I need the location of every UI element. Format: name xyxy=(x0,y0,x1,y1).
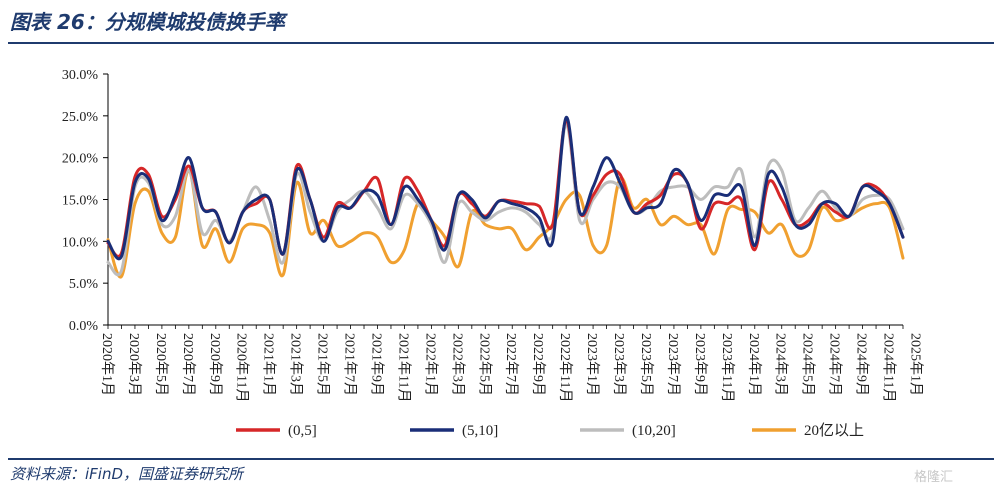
y-tick-label: 10.0% xyxy=(62,235,99,250)
x-axis-ticks: 2020年1月 2020年3月 2020年5月 2020年7月 2020年9月 2020年… xyxy=(99,325,923,402)
legend-label: (5,10] xyxy=(462,423,498,439)
y-tick-label: 0.0% xyxy=(69,319,99,334)
x-tick-label: 2022年9月 xyxy=(530,333,546,396)
legend-label: (0,5] xyxy=(288,423,317,439)
x-tick-label: 2023年3月 xyxy=(611,333,627,396)
x-tick-label: 2023年5月 xyxy=(638,333,654,396)
y-tick-label: 25.0% xyxy=(62,110,99,125)
x-tick-label: 2022年7月 xyxy=(503,333,519,396)
x-tick-label: 2025年1月 xyxy=(907,333,923,396)
x-tick-label: 2020年5月 xyxy=(153,333,169,396)
x-tick-label: 2020年3月 xyxy=(126,333,142,396)
figure-title: 图表 26：分规模城投债换手率 xyxy=(10,10,285,34)
x-tick-label: 2021年7月 xyxy=(342,333,358,396)
series-lines xyxy=(106,115,905,279)
legend-label: 20亿以上 xyxy=(804,422,864,439)
x-tick-label: 2020年9月 xyxy=(207,333,223,396)
x-tick-label: 2023年11月 xyxy=(719,333,735,402)
y-tick-label: 20.0% xyxy=(62,152,99,167)
x-tick-label: 2022年1月 xyxy=(422,333,438,396)
y-axis-ticks: 0.0% 5.0% 10.0% 15.0% 20.0% 25.0% 30.0% xyxy=(62,68,108,334)
series-line-3 xyxy=(106,168,905,279)
x-tick-label: 2022年11月 xyxy=(557,333,573,402)
turnover-line-chart: 0.0% 5.0% 10.0% 15.0% 20.0% 25.0% 30.0% 2020年1… xyxy=(62,68,924,439)
x-tick-label: 2024年5月 xyxy=(800,333,816,396)
x-tick-label: 2021年1月 xyxy=(261,333,277,396)
series-line-1 xyxy=(106,115,905,261)
x-tick-label: 2020年11月 xyxy=(234,333,250,402)
x-tick-label: 2021年9月 xyxy=(368,333,384,396)
x-tick-label: 2022年3月 xyxy=(449,333,465,396)
x-tick-label: 2024年1月 xyxy=(746,333,762,396)
y-tick-label: 15.0% xyxy=(62,194,99,209)
x-tick-label: 2023年7月 xyxy=(665,333,681,396)
title-divider xyxy=(8,42,994,44)
x-tick-label: 2020年1月 xyxy=(99,333,115,396)
x-tick-label: 2021年3月 xyxy=(288,333,304,396)
watermark-logo: 格隆汇 xyxy=(914,470,954,485)
title-bar: 图表 26：分规模城投债换手率 xyxy=(0,0,1002,44)
x-tick-label: 2021年5月 xyxy=(315,333,331,396)
x-tick-label: 2023年9月 xyxy=(692,333,708,396)
source-note: 资料来源：iFinD，国盛证券研究所 xyxy=(10,465,244,483)
x-tick-label: 2024年3月 xyxy=(773,333,789,396)
x-tick-label: 2024年9月 xyxy=(854,333,870,396)
y-tick-label: 30.0% xyxy=(62,68,99,83)
legend: (0,5] (5,10] (10,20] 20亿以上 xyxy=(236,422,864,439)
x-tick-label: 2022年5月 xyxy=(476,333,492,396)
footer-divider xyxy=(8,458,994,460)
y-tick-label: 5.0% xyxy=(69,277,99,292)
x-tick-label: 2020年7月 xyxy=(180,333,196,396)
x-tick-label: 2023年1月 xyxy=(584,333,600,396)
legend-label: (10,20] xyxy=(632,423,676,439)
x-tick-label: 2024年11月 xyxy=(881,333,897,402)
x-tick-label: 2024年7月 xyxy=(827,333,843,396)
x-tick-label: 2021年11月 xyxy=(395,333,411,402)
